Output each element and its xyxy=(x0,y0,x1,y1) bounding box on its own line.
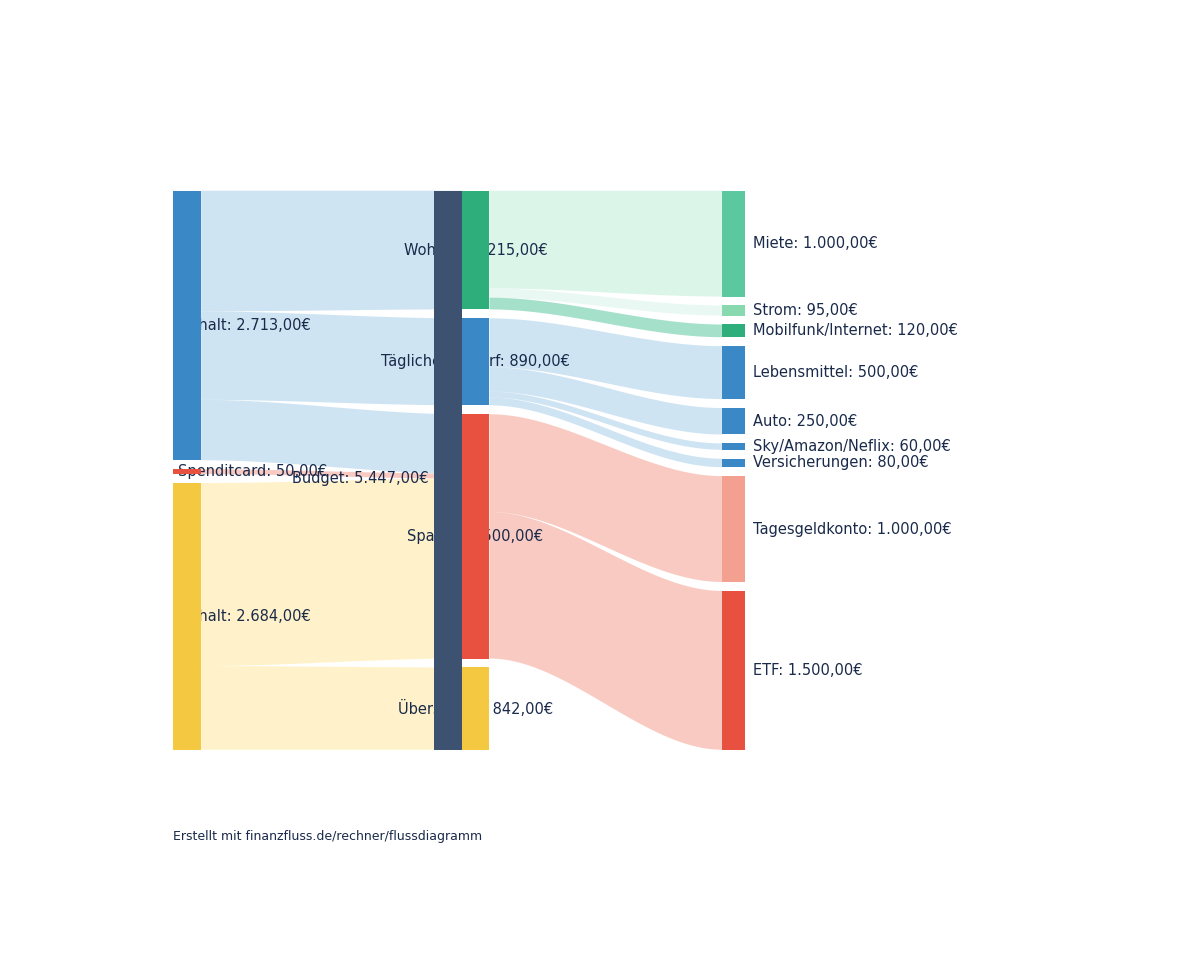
Bar xyxy=(722,347,745,399)
Polygon shape xyxy=(202,469,462,478)
Text: Gehalt: 2.713,00€: Gehalt: 2.713,00€ xyxy=(178,318,311,333)
Text: Miete: 1.000,00€: Miete: 1.000,00€ xyxy=(752,236,877,251)
Bar xyxy=(462,414,490,658)
Bar xyxy=(722,476,745,582)
Bar xyxy=(722,443,745,450)
Text: Sparen: 2.500,00€: Sparen: 2.500,00€ xyxy=(408,529,544,544)
Polygon shape xyxy=(202,312,462,406)
Polygon shape xyxy=(490,288,722,316)
Text: ETF: 1.500,00€: ETF: 1.500,00€ xyxy=(752,663,862,678)
Bar xyxy=(462,668,490,749)
Polygon shape xyxy=(490,398,722,468)
Text: Gehalt: 2.684,00€: Gehalt: 2.684,00€ xyxy=(178,609,311,624)
Polygon shape xyxy=(490,298,722,337)
Polygon shape xyxy=(202,666,462,749)
Text: Tagesgeldkonto: 1.000,00€: Tagesgeldkonto: 1.000,00€ xyxy=(752,522,952,536)
Bar xyxy=(173,469,202,474)
Bar xyxy=(462,318,490,406)
Text: Auto: 250,00€: Auto: 250,00€ xyxy=(752,413,857,429)
Text: Strom: 95,00€: Strom: 95,00€ xyxy=(752,303,857,318)
Bar xyxy=(722,324,745,337)
Polygon shape xyxy=(490,414,722,582)
Text: Budget: 5.447,00€: Budget: 5.447,00€ xyxy=(293,471,430,486)
Polygon shape xyxy=(202,191,462,312)
Polygon shape xyxy=(490,392,722,450)
Bar xyxy=(173,191,202,460)
Bar xyxy=(722,590,745,749)
Bar xyxy=(173,483,202,749)
Text: Sky/Amazon/Neflix: 60,00€: Sky/Amazon/Neflix: 60,00€ xyxy=(752,439,950,454)
Text: Erstellt mit finanzfluss.de/rechner/flussdiagramm: Erstellt mit finanzfluss.de/rechner/flus… xyxy=(173,830,482,843)
Bar xyxy=(722,459,745,468)
Text: Mobilfunk/Internet: 120,00€: Mobilfunk/Internet: 120,00€ xyxy=(752,323,958,339)
Bar xyxy=(433,191,462,749)
Polygon shape xyxy=(490,512,722,749)
Polygon shape xyxy=(490,367,722,435)
Polygon shape xyxy=(202,478,462,666)
Bar xyxy=(722,191,745,296)
Text: Lebensmittel: 500,00€: Lebensmittel: 500,00€ xyxy=(752,365,918,380)
Polygon shape xyxy=(490,318,722,399)
Text: Wohnen: 1.215,00€: Wohnen: 1.215,00€ xyxy=(403,243,547,257)
Text: Täglicher Bedarf: 890,00€: Täglicher Bedarf: 890,00€ xyxy=(382,354,570,370)
Text: Versicherungen: 80,00€: Versicherungen: 80,00€ xyxy=(752,456,929,470)
Text: Überschuss: 842,00€: Überschuss: 842,00€ xyxy=(398,700,553,717)
Polygon shape xyxy=(490,191,722,296)
Polygon shape xyxy=(202,400,462,473)
Text: Spenditcard: 50,00€: Spenditcard: 50,00€ xyxy=(178,464,328,479)
Bar xyxy=(462,191,490,310)
Bar xyxy=(722,306,745,316)
Bar xyxy=(722,408,745,435)
